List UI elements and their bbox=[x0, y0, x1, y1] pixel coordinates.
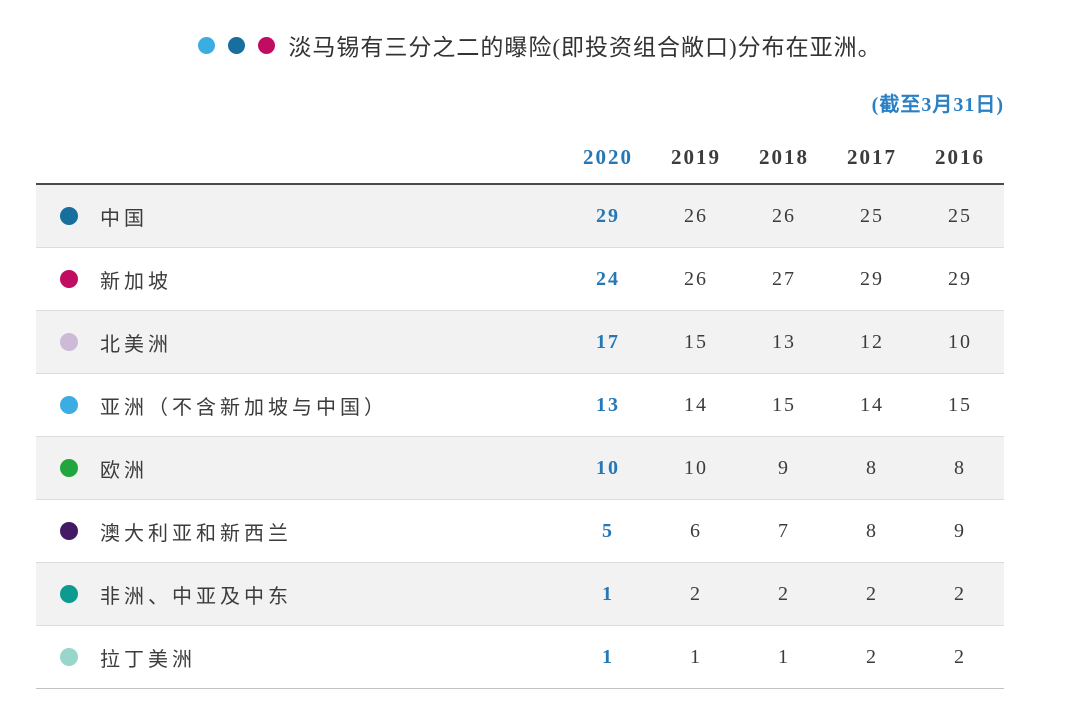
year-header-2018: 2018 bbox=[759, 144, 809, 169]
as-of-date-note: (截至3月31日) bbox=[871, 94, 1004, 116]
table-row-africa-ca-me: 非洲、中亚及中东 1 2 2 2 2 bbox=[36, 563, 1004, 626]
asia-ex-dot-icon bbox=[60, 396, 78, 414]
table-row-europe: 欧洲 10 10 9 8 8 bbox=[36, 437, 1004, 500]
year-header-2017: 2017 bbox=[847, 144, 897, 169]
year-header-2019: 2019 bbox=[671, 144, 721, 169]
value-2019: 15 bbox=[684, 330, 708, 353]
value-2020: 1 bbox=[602, 645, 614, 668]
dark-blue-legend-icon bbox=[228, 36, 246, 54]
value-2020: 29 bbox=[596, 204, 620, 227]
value-2020: 1 bbox=[602, 582, 614, 605]
region-label: 中国 bbox=[100, 207, 148, 230]
value-2019: 14 bbox=[684, 393, 708, 416]
value-2017: 14 bbox=[860, 393, 884, 416]
region-label: 北美洲 bbox=[100, 333, 172, 356]
title-text: 淡马锡有三分之二的曝险(即投资组合敞口)分布在亚洲。 bbox=[288, 35, 882, 60]
value-2018: 2 bbox=[778, 582, 790, 605]
value-2020: 10 bbox=[596, 456, 620, 479]
value-2017: 25 bbox=[860, 204, 884, 227]
table-row-latin-america: 拉丁美洲 1 1 1 2 2 bbox=[36, 626, 1004, 689]
value-2016: 25 bbox=[948, 204, 972, 227]
value-2016: 10 bbox=[948, 330, 972, 353]
value-2020: 5 bbox=[602, 519, 614, 542]
value-2020: 13 bbox=[596, 393, 620, 416]
table-row-asia-ex: 亚洲（不含新加坡与中国） 13 14 15 14 15 bbox=[36, 374, 1004, 437]
exposure-table: 2020 2019 2018 2017 2016 中国 29 26 26 25 … bbox=[36, 131, 1004, 689]
value-2018: 27 bbox=[772, 267, 796, 290]
year-header-2016: 2016 bbox=[935, 144, 985, 169]
value-2020: 24 bbox=[596, 267, 620, 290]
value-2018: 7 bbox=[778, 519, 790, 542]
region-label: 澳大利亚和新西兰 bbox=[100, 522, 292, 545]
value-2019: 1 bbox=[690, 645, 702, 668]
value-2016: 2 bbox=[954, 582, 966, 605]
value-2020: 17 bbox=[596, 330, 620, 353]
region-label: 亚洲（不含新加坡与中国） bbox=[100, 396, 388, 419]
value-2019: 6 bbox=[690, 519, 702, 542]
table-row-singapore: 新加坡 24 26 27 29 29 bbox=[36, 248, 1004, 311]
north-america-dot-icon bbox=[60, 333, 78, 351]
value-2019: 26 bbox=[684, 204, 708, 227]
value-2019: 2 bbox=[690, 582, 702, 605]
table-row-north-america: 北美洲 17 15 13 12 10 bbox=[36, 311, 1004, 374]
region-label: 非洲、中亚及中东 bbox=[100, 585, 292, 608]
china-dot-icon bbox=[60, 207, 78, 225]
chart-title: 淡马锡有三分之二的曝险(即投资组合敞口)分布在亚洲。 bbox=[0, 30, 1080, 60]
value-2016: 15 bbox=[948, 393, 972, 416]
region-label: 新加坡 bbox=[100, 270, 172, 293]
value-2017: 12 bbox=[860, 330, 884, 353]
value-2019: 10 bbox=[684, 456, 708, 479]
singapore-dot-icon bbox=[60, 270, 78, 288]
australia-nz-dot-icon bbox=[60, 522, 78, 540]
latin-america-dot-icon bbox=[60, 648, 78, 666]
value-2017: 8 bbox=[866, 519, 878, 542]
value-2017: 2 bbox=[866, 582, 878, 605]
table-section: (截至3月31日) 2020 2019 2018 2017 2016 中国 29… bbox=[36, 88, 1004, 689]
value-2018: 15 bbox=[772, 393, 796, 416]
value-2016: 8 bbox=[954, 456, 966, 479]
table-row-australia-nz: 澳大利亚和新西兰 5 6 7 8 9 bbox=[36, 500, 1004, 563]
value-2019: 26 bbox=[684, 267, 708, 290]
table-header-row: 2020 2019 2018 2017 2016 bbox=[36, 131, 1004, 185]
value-2016: 9 bbox=[954, 519, 966, 542]
value-2018: 13 bbox=[772, 330, 796, 353]
magenta-legend-icon bbox=[258, 36, 276, 54]
value-2018: 26 bbox=[772, 204, 796, 227]
year-header-2020: 2020 bbox=[583, 144, 633, 169]
table-row-china: 中国 29 26 26 25 25 bbox=[36, 185, 1004, 248]
region-label: 拉丁美洲 bbox=[100, 648, 196, 671]
region-label: 欧洲 bbox=[100, 459, 148, 482]
africa-ca-me-dot-icon bbox=[60, 585, 78, 603]
value-2017: 8 bbox=[866, 456, 878, 479]
value-2018: 1 bbox=[778, 645, 790, 668]
value-2017: 2 bbox=[866, 645, 878, 668]
value-2017: 29 bbox=[860, 267, 884, 290]
light-blue-legend-icon bbox=[198, 36, 216, 54]
value-2016: 29 bbox=[948, 267, 972, 290]
value-2016: 2 bbox=[954, 645, 966, 668]
europe-dot-icon bbox=[60, 459, 78, 477]
value-2018: 9 bbox=[778, 456, 790, 479]
